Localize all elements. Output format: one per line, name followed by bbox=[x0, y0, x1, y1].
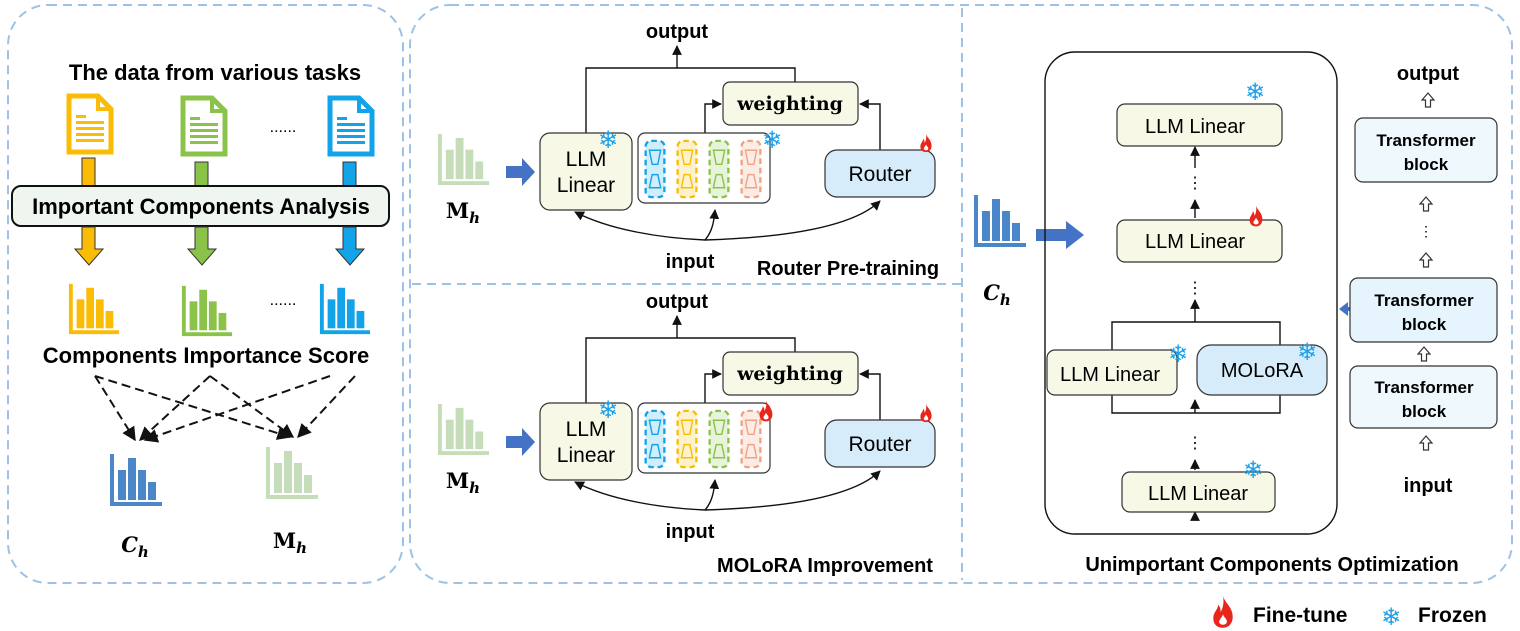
document-icon bbox=[330, 98, 372, 154]
legend-finetune: Fine-tune bbox=[1253, 604, 1348, 627]
blue-arrow-icon bbox=[1339, 302, 1356, 316]
router-pretraining-stage: output Mh LLM Linear ❄ ❄ weighting Router… bbox=[437, 21, 939, 280]
bar-chart-icon bbox=[319, 282, 372, 335]
score-label: Components Importance Score bbox=[43, 343, 369, 368]
left-panel bbox=[7, 4, 404, 584]
svg-text:LLM Linear: LLM Linear bbox=[1060, 364, 1160, 386]
flame-icon bbox=[1213, 596, 1233, 628]
llm-linear-parallel: LLM Linear ❄ bbox=[1046, 340, 1188, 396]
blue-arrow-icon bbox=[1036, 221, 1084, 249]
important-components-analysis-box bbox=[11, 185, 390, 227]
flame-icon bbox=[1249, 205, 1263, 227]
llm-linear-finetune: LLM Linear bbox=[1116, 205, 1283, 263]
svg-text:Linear: Linear bbox=[557, 174, 615, 197]
ellipsis: ⋮ bbox=[1187, 280, 1203, 297]
svg-text:weighting: weighting bbox=[736, 363, 843, 385]
router-box: Router bbox=[824, 403, 936, 468]
flame-icon bbox=[920, 403, 932, 423]
right-panel bbox=[409, 4, 1513, 584]
output-label: output bbox=[1397, 63, 1460, 85]
ellipsis: ...... bbox=[270, 119, 297, 136]
svg-text:block: block bbox=[1404, 155, 1449, 174]
blue-arrow-icon bbox=[506, 158, 535, 186]
snowflake-icon: ❄ bbox=[1243, 456, 1263, 484]
weighting-box: weighting bbox=[722, 351, 859, 396]
c-h-label: Ch bbox=[121, 532, 149, 561]
flame-icon bbox=[920, 133, 932, 153]
svg-text:Router: Router bbox=[848, 433, 911, 456]
transformer-block-top: Transformer block bbox=[1354, 117, 1498, 183]
svg-text:LLM: LLM bbox=[566, 418, 607, 441]
router-box: Router bbox=[824, 133, 936, 198]
document-icon bbox=[69, 96, 111, 152]
weighting-box: weighting bbox=[722, 81, 859, 126]
bar-chart-icon bbox=[437, 402, 491, 456]
snowflake-icon: ❄ bbox=[1245, 78, 1265, 106]
svg-text:block: block bbox=[1402, 315, 1447, 334]
m-h-label: Mh bbox=[446, 198, 480, 227]
hollow-arrow-icon bbox=[1419, 252, 1433, 268]
snowflake-icon: ❄ bbox=[1297, 338, 1317, 366]
analysis-label: Important Components Analysis bbox=[32, 194, 370, 219]
bar-chart-icon bbox=[110, 452, 164, 506]
ellipsis: ⋮ bbox=[1187, 435, 1203, 452]
llm-linear-bottom: LLM Linear❄ bbox=[1121, 456, 1276, 513]
hollow-arrow-icon bbox=[1419, 196, 1433, 212]
m-h-label: Mh bbox=[446, 468, 480, 497]
hollow-arrow-icon bbox=[1419, 435, 1433, 451]
svg-text:MOLoRA: MOLoRA bbox=[1221, 360, 1304, 382]
transformer-block-middle: Transformer block bbox=[1349, 277, 1498, 343]
svg-text:Transformer: Transformer bbox=[1374, 291, 1474, 310]
svg-text:Transformer: Transformer bbox=[1374, 378, 1474, 397]
snowflake-icon: ❄ bbox=[1168, 340, 1188, 368]
llm-linear-box: LLM Linear ❄ bbox=[539, 126, 633, 211]
bar-chart-icon bbox=[974, 193, 1028, 247]
bar-chart-icon bbox=[181, 284, 234, 337]
transformer-block-bottom: Transformer block bbox=[1349, 365, 1498, 429]
output-label: output bbox=[646, 21, 709, 43]
snowflake-icon: ❄ bbox=[598, 126, 618, 154]
llm-linear-top: LLM Linear❄ bbox=[1116, 78, 1283, 147]
svg-text:Linear: Linear bbox=[557, 444, 615, 467]
bar-chart-icon bbox=[266, 445, 320, 499]
molora-block: MOLoRA❄ bbox=[1196, 338, 1328, 396]
svg-text:LLM Linear: LLM Linear bbox=[1145, 116, 1245, 138]
experts-box: ❄ bbox=[637, 126, 782, 204]
svg-text:Router: Router bbox=[848, 163, 911, 186]
svg-text:Transformer: Transformer bbox=[1376, 131, 1476, 150]
experts-box bbox=[637, 400, 773, 474]
bar-chart-icon bbox=[68, 282, 121, 335]
snowflake-icon: ❄ bbox=[1381, 603, 1401, 631]
snowflake-icon: ❄ bbox=[598, 396, 618, 424]
ellipsis: ⋮ bbox=[1187, 175, 1203, 192]
svg-text:weighting: weighting bbox=[736, 93, 843, 115]
ellipsis: ⋮ bbox=[1419, 223, 1433, 239]
svg-text:block: block bbox=[1402, 402, 1447, 421]
llm-linear-box: LLM Linear ❄ bbox=[539, 396, 633, 481]
llm-container bbox=[1044, 51, 1338, 535]
hollow-arrow-icon bbox=[1421, 92, 1435, 108]
svg-text:LLM: LLM bbox=[566, 148, 607, 171]
molora-improvement-stage: output Mh LLM Linear ❄ weighting Router i… bbox=[437, 291, 936, 577]
legend-frozen: Frozen bbox=[1418, 604, 1487, 627]
bar-chart-icon bbox=[437, 132, 491, 186]
input-label: input bbox=[666, 251, 715, 273]
stage-title: MOLoRA Improvement bbox=[717, 555, 933, 577]
c-h-label: Ch bbox=[983, 280, 1011, 309]
output-label: output bbox=[646, 291, 709, 313]
input-label: input bbox=[666, 521, 715, 543]
document-icon bbox=[183, 98, 225, 154]
blue-arrow-icon bbox=[506, 428, 535, 456]
svg-text:LLM Linear: LLM Linear bbox=[1145, 231, 1245, 253]
svg-text:LLM Linear: LLM Linear bbox=[1148, 483, 1248, 505]
ellipsis: ...... bbox=[270, 292, 297, 309]
input-label: input bbox=[1404, 475, 1453, 497]
stage-title: Unimportant Components Optimization bbox=[1085, 554, 1458, 576]
data-title: The data from various tasks bbox=[69, 60, 361, 85]
m-h-label: Mh bbox=[273, 528, 307, 557]
snowflake-icon: ❄ bbox=[762, 126, 782, 154]
hollow-arrow-icon bbox=[1417, 346, 1431, 362]
stage-title: Router Pre-training bbox=[757, 258, 939, 280]
